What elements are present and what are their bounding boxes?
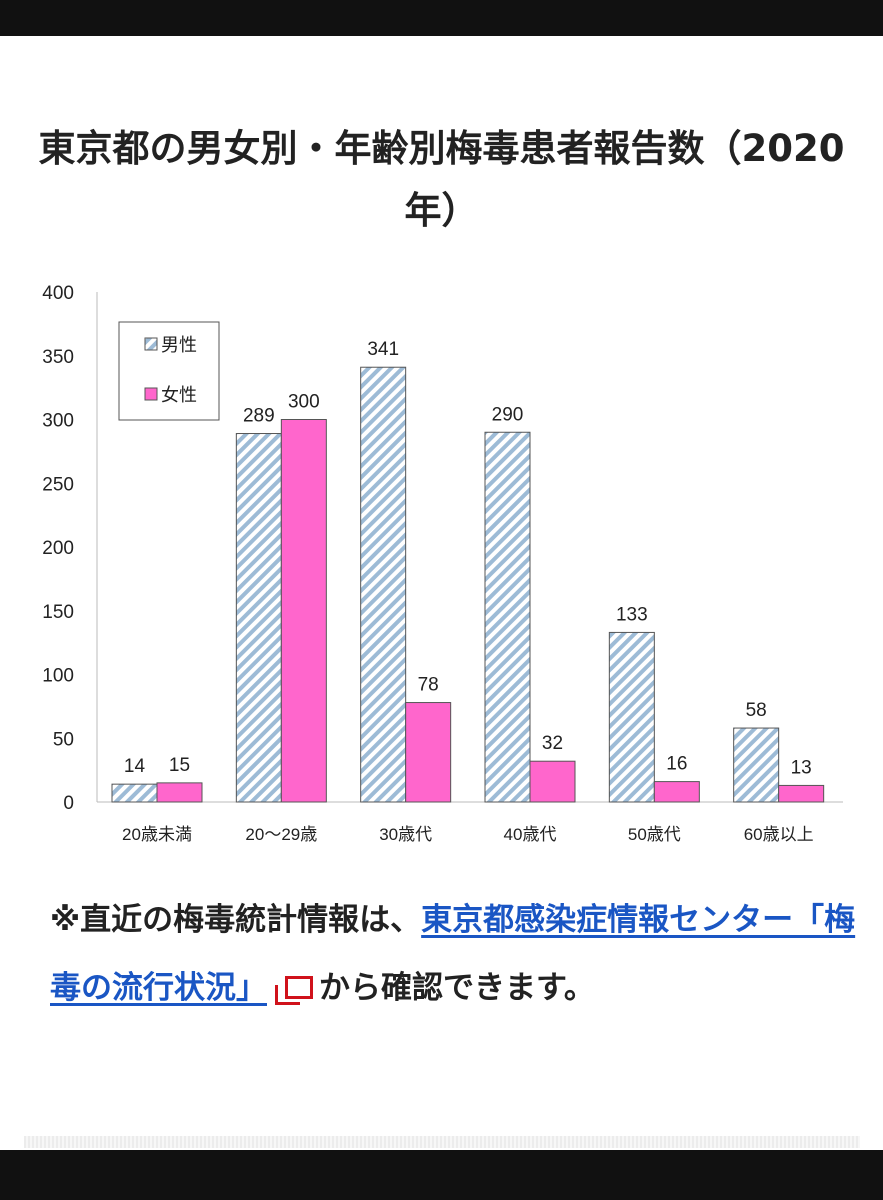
x-tick-label: 50歳代 xyxy=(628,825,681,844)
bar-value-label: 16 xyxy=(666,754,687,775)
bar-male xyxy=(484,431,531,803)
bar-male xyxy=(733,727,780,803)
bar-value-label: 341 xyxy=(367,339,399,360)
bar-male xyxy=(360,366,407,803)
bar-value-label: 58 xyxy=(746,700,767,721)
notice-text: ※直近の梅毒統計情報は、東京都感染症情報センター「梅毒の流行状況」 から確認できま… xyxy=(50,886,865,1022)
bar-value-label: 290 xyxy=(492,404,524,425)
chart-title: 東京都の男女別・年齢別梅毒患者報告数（2020年） xyxy=(38,127,845,232)
y-tick-label: 50 xyxy=(53,729,74,750)
bar-chart: 0 50 100 150 200 250 300 350 400 14 15 289 300 341 78… xyxy=(42,283,843,844)
bottom-bar xyxy=(0,1150,883,1200)
bar-female xyxy=(529,760,576,803)
external-window-icon xyxy=(275,976,313,1005)
x-tick-label: 30歳代 xyxy=(379,825,432,844)
bar-male xyxy=(235,433,282,803)
bar-female xyxy=(280,419,327,803)
footer-divider xyxy=(24,1136,860,1148)
x-tick-label: 60歳以上 xyxy=(744,825,814,844)
bar-value-label: 78 xyxy=(418,675,439,696)
bar-value-label: 14 xyxy=(124,756,146,777)
infection-center-link[interactable]: 東京都感染症情報センター「梅毒の流行状況」 xyxy=(50,902,856,1006)
bar-value-label: 133 xyxy=(616,604,648,625)
y-tick-label: 200 xyxy=(42,538,74,559)
y-tick-label: 100 xyxy=(42,666,74,687)
bar-value-label: 13 xyxy=(791,757,812,778)
bar-male xyxy=(111,783,158,803)
bar-female xyxy=(778,784,825,803)
notice-suffix: から確認できます。 xyxy=(319,970,595,1006)
y-tick-label: 150 xyxy=(42,602,74,623)
bar-female xyxy=(653,781,700,803)
legend-box xyxy=(118,321,220,421)
top-status-bar xyxy=(0,0,883,36)
legend-swatch-female xyxy=(144,387,158,401)
x-tick-label: 40歳代 xyxy=(504,825,557,844)
legend-swatch-male xyxy=(144,337,158,351)
bar-value-label: 32 xyxy=(542,733,563,754)
bar-value-label: 289 xyxy=(243,406,275,427)
y-tick-label: 350 xyxy=(42,347,74,368)
legend-label: 女性 xyxy=(161,385,197,405)
bar-female xyxy=(156,782,203,803)
y-tick-label: 400 xyxy=(42,283,74,304)
legend-label: 男性 xyxy=(161,335,197,355)
x-tick-label: 20～29歳 xyxy=(245,825,317,844)
bar-value-label: 300 xyxy=(288,392,320,413)
x-tick-label: 20歳未満 xyxy=(122,825,192,844)
notice-prefix: ※直近の梅毒統計情報は、 xyxy=(50,902,422,938)
y-tick-label: 300 xyxy=(42,411,74,432)
bar-value-label: 15 xyxy=(169,755,190,776)
bar-female xyxy=(405,702,452,803)
bar-male xyxy=(608,631,655,803)
y-tick-label: 250 xyxy=(42,474,74,495)
y-tick-label: 0 xyxy=(63,793,74,814)
